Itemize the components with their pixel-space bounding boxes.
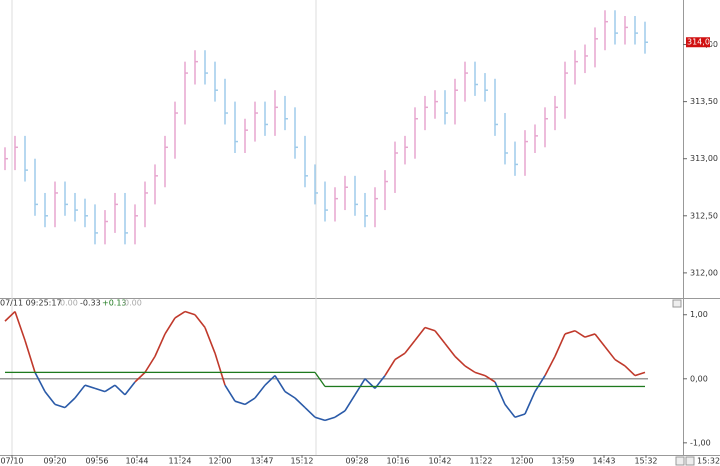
zoom-button[interactable] <box>685 456 695 466</box>
line-segment <box>204 327 216 354</box>
line-segment <box>594 333 606 348</box>
line-segment <box>604 346 616 361</box>
x-tick-label: 10:16 <box>386 457 409 466</box>
line-segment <box>154 333 166 357</box>
x-tick-label: 15:32 <box>634 457 657 466</box>
line-segment <box>524 391 536 415</box>
line-segment <box>254 384 266 399</box>
y-tick-label: 312,50 <box>690 211 718 220</box>
line-segment <box>324 416 336 422</box>
line-segment <box>74 384 86 399</box>
line-segment <box>544 355 556 376</box>
line-segment <box>274 375 286 393</box>
line-segment <box>164 317 176 335</box>
line-segment <box>394 352 406 361</box>
line-segment <box>314 371 326 387</box>
line-segment <box>224 384 236 402</box>
line-segment <box>414 327 426 341</box>
x-tick-label: 15:12 <box>290 457 313 466</box>
line-segment <box>104 384 116 393</box>
x-tick-label: 07/10 <box>0 457 23 466</box>
x-tick-label: 11:22 <box>469 457 492 466</box>
x-tick-label: 11:24 <box>168 457 191 466</box>
line-segment <box>514 413 526 418</box>
line-segment <box>574 330 586 338</box>
indicator-header: 0.00 <box>124 299 142 308</box>
line-segment <box>84 384 96 390</box>
x-tick-label: 12:00 <box>510 457 533 466</box>
indicator-header: -0.33 <box>80 299 101 308</box>
line-segment <box>424 326 436 332</box>
line-segment <box>554 333 566 357</box>
line-segment <box>114 384 126 396</box>
line-segment <box>624 365 636 377</box>
line-segment <box>634 371 646 377</box>
indicator-header: +0.13 <box>102 299 127 308</box>
line-segment <box>144 355 156 373</box>
line-segment <box>214 352 226 386</box>
line-segment <box>564 329 576 335</box>
x-tick-label: 09:20 <box>43 457 66 466</box>
scroll-button[interactable] <box>675 456 685 466</box>
line-segment <box>444 343 456 357</box>
line-segment <box>474 371 486 377</box>
clock: 15:32:34 <box>697 457 720 466</box>
line-segment <box>284 390 296 399</box>
line-segment <box>184 310 196 316</box>
line-segment <box>4 310 16 322</box>
x-tick-label: 13:47 <box>250 457 273 466</box>
x-tick-label: 10:42 <box>428 457 451 466</box>
line-segment <box>504 403 516 418</box>
line-segment <box>54 403 66 409</box>
line-segment <box>234 400 246 406</box>
line-segment <box>614 358 626 367</box>
x-tick-label: 09:28 <box>345 457 368 466</box>
line-segment <box>34 372 46 392</box>
last-price-box <box>686 37 710 48</box>
line-segment <box>24 340 36 373</box>
line-segment <box>584 333 596 338</box>
line-segment <box>124 381 136 396</box>
line-segment <box>404 339 416 354</box>
last-price-label: 314,02 <box>687 38 715 47</box>
y-tick-label: 1,00 <box>690 310 708 319</box>
line-segment <box>174 310 186 319</box>
line-segment <box>264 375 276 386</box>
line-segment <box>64 397 76 409</box>
y-tick-label: 0,00 <box>690 374 708 383</box>
x-tick-label: 12:00 <box>208 457 231 466</box>
y-tick-label: 313,50 <box>690 97 718 106</box>
line-segment <box>304 407 316 418</box>
line-segment <box>44 391 56 405</box>
line-segment <box>94 387 106 393</box>
line-segment <box>134 371 146 383</box>
line-segment <box>194 314 206 329</box>
line-segment <box>294 397 306 409</box>
y-tick-label: 312,00 <box>690 268 718 277</box>
y-tick-label: -1,00 <box>690 438 711 447</box>
line-segment <box>534 375 546 393</box>
x-tick-label: 14:43 <box>592 457 615 466</box>
line-segment <box>314 416 326 422</box>
panel-button[interactable] <box>672 299 682 308</box>
indicator-header: 07/11 09:25:17 <box>0 299 62 308</box>
x-tick-label: 13:59 <box>551 457 574 466</box>
line-segment <box>334 410 346 418</box>
line-segment <box>244 397 256 406</box>
line-segment <box>384 359 396 377</box>
x-tick-label: 10:44 <box>125 457 148 466</box>
line-segment <box>434 330 446 345</box>
line-segment <box>344 394 356 412</box>
line-segment <box>464 365 476 374</box>
line-segment <box>494 381 506 405</box>
line-segment <box>484 374 496 383</box>
indicator-header: 0.00 <box>60 299 78 308</box>
line-segment <box>14 311 26 341</box>
y-tick-label: 313,00 <box>690 154 718 163</box>
line-segment <box>454 355 466 367</box>
x-tick-label: 09:56 <box>85 457 108 466</box>
